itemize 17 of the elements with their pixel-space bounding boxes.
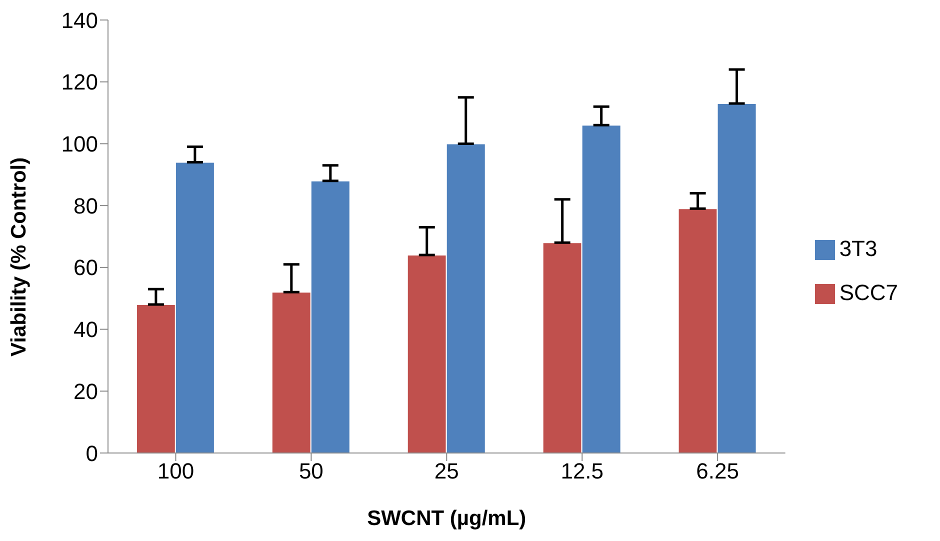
y-axis-title: Viability (% Control) xyxy=(7,157,30,356)
y-tick-label: 0 xyxy=(86,440,98,466)
y-tick-label: 20 xyxy=(74,378,98,404)
x-tick-label: 50 xyxy=(298,458,324,484)
x-tick-label: 100 xyxy=(157,458,194,484)
x-tick-label: 12.5 xyxy=(560,458,604,484)
x-tick-label: 25 xyxy=(434,458,459,484)
legend-label: SCC7 xyxy=(839,280,898,304)
y-tick-label: 60 xyxy=(74,255,98,280)
y-tick-label: 120 xyxy=(61,70,98,95)
x-axis-title: SWCNT (µg/mL) xyxy=(367,507,526,530)
y-tick-label: 40 xyxy=(74,317,98,342)
y-tick-label: 140 xyxy=(61,8,98,33)
x-tick-label: 6.25 xyxy=(696,458,739,484)
legend-label: 3T3 xyxy=(839,236,878,260)
y-tick-label: 80 xyxy=(74,193,98,218)
y-tick-label: 100 xyxy=(61,132,98,157)
